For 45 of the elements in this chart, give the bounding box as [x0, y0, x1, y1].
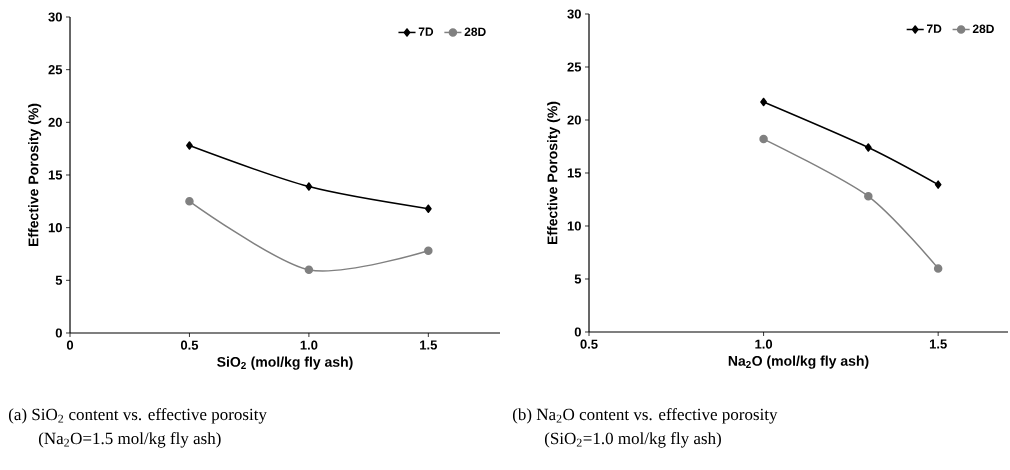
point	[864, 143, 872, 152]
point	[304, 265, 314, 275]
y-tick-label: 30	[567, 9, 581, 19]
text: (Na$_{2}$O=1.5 mol/kg fly ash)	[38, 432, 221, 448]
point	[424, 246, 433, 256]
point	[933, 264, 943, 273]
x-tick-label: 0.5	[180, 340, 199, 350]
text: (a) SiO$_{2}$ content vs. effective porosity	[8, 408, 267, 424]
point	[185, 197, 194, 206]
text: (b) Na$_{2}$O content vs. effective porosity	[512, 408, 778, 424]
x-tick-label: 0	[66, 340, 74, 350]
legend-label: 28D	[972, 24, 994, 34]
legend-label: 28D	[464, 27, 486, 36]
y-tick-label: 15	[567, 168, 582, 178]
y-tick-label: 30	[48, 12, 62, 22]
y-tick-label: 5	[574, 274, 582, 284]
x-axis-title: Na$_{2}$O (mol/kg fly ash)	[728, 355, 869, 369]
y-tick-label: 15	[48, 170, 63, 180]
y-tick-label: 25	[48, 65, 63, 75]
legend-label: 7D	[927, 24, 942, 33]
x-tick-label: 1.5	[929, 339, 947, 349]
point	[759, 134, 768, 144]
point	[864, 192, 873, 201]
x-tick-label: 0.5	[580, 339, 598, 349]
y-tick-label: 20	[48, 117, 62, 127]
y-tick-label: 25	[567, 62, 582, 72]
text: (SiO$_{2}$=1.0 mol/kg fly ash)	[544, 432, 721, 448]
point	[760, 97, 767, 107]
y-tick-label: 0	[574, 327, 581, 337]
y-tick-label: 5	[55, 275, 63, 285]
x-tick-label: 1.0	[755, 339, 773, 349]
point	[305, 182, 313, 191]
point	[186, 141, 193, 150]
y-tick-label: 10	[48, 223, 62, 233]
y-axis-title: Effective Porosity (%)	[547, 101, 561, 245]
y-tick-label: 0	[55, 328, 62, 338]
x-tick-label: 1.0	[300, 340, 318, 350]
y-axis-title: Effective Porosity (%)	[28, 103, 42, 247]
y-tick-label: 10	[567, 221, 581, 231]
x-tick-label: 1.5	[420, 340, 438, 350]
x-axis-title: SiO$_{2}$ (mol/kg fly ash)	[217, 356, 353, 370]
legend-label: 7D	[418, 27, 434, 36]
y-tick-label: 20	[567, 115, 581, 125]
point	[424, 204, 432, 213]
point	[934, 180, 942, 189]
